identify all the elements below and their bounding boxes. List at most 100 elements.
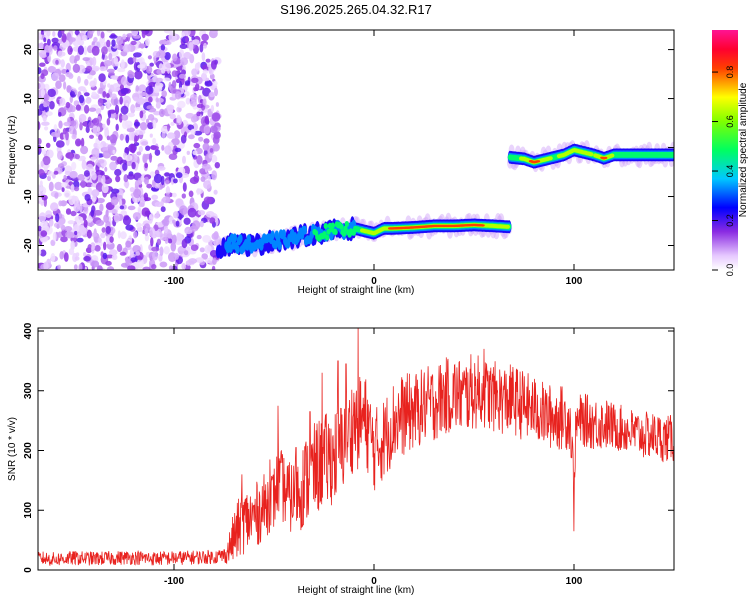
noise-cell (190, 94, 198, 102)
noise-cell (116, 243, 123, 253)
noise-cell (79, 122, 83, 131)
noise-cell (173, 130, 181, 139)
noise-cell (61, 33, 67, 43)
noise-cell (120, 88, 129, 95)
colorbar-tick-label: 0.8 (725, 66, 735, 79)
spectrogram-y-axis-label: Frequency (Hz) (7, 116, 18, 185)
noise-cell (109, 236, 114, 243)
noise-cell (145, 145, 151, 151)
noise-cell (167, 238, 173, 244)
ridge-cell (535, 160, 541, 163)
noise-cell (65, 231, 74, 239)
noise-cell (38, 67, 42, 75)
noise-cell (139, 110, 144, 119)
noise-cell (57, 150, 63, 160)
noise-cell (173, 211, 179, 219)
noise-cell (179, 43, 188, 50)
noise-cell (78, 113, 87, 123)
noise-cell (60, 30, 65, 35)
noise-cell (136, 222, 142, 228)
noise-cell (161, 144, 165, 151)
noise-cell (162, 77, 171, 82)
snr-frame (37, 327, 675, 571)
noise-cell (114, 104, 120, 115)
noise-cell (127, 57, 135, 65)
noise-cell (197, 210, 206, 216)
noise-cell (107, 104, 111, 109)
noise-cell (134, 135, 138, 145)
noise-cell (215, 102, 219, 107)
noise-cell (38, 197, 43, 202)
noise-cell (61, 182, 68, 188)
noise-cell (185, 260, 192, 266)
noise-cell (214, 87, 218, 97)
noise-cell (191, 68, 198, 77)
noise-cell (195, 257, 205, 263)
noise-cell (39, 42, 44, 49)
noise-cell (47, 175, 51, 182)
noise-cell (210, 125, 218, 134)
noise-cell (104, 166, 108, 172)
noise-cell (147, 55, 152, 60)
noise-cell (40, 160, 44, 167)
noise-cell (198, 136, 204, 142)
noise-cell (100, 232, 106, 239)
noise-cell (51, 131, 58, 137)
noise-cell (164, 145, 172, 155)
noise-cell (78, 94, 85, 104)
noise-cell (111, 87, 120, 92)
noise-cell (113, 212, 120, 223)
noise-cell (188, 134, 195, 140)
noise-cell (202, 235, 212, 243)
noise-cell (197, 61, 201, 69)
noise-cell (164, 30, 173, 34)
noise-cell (154, 149, 161, 156)
noise-cell (168, 32, 177, 43)
noise-cell (134, 70, 143, 80)
noise-cell (196, 234, 202, 240)
noise-cell (55, 140, 65, 148)
noise-cell (54, 181, 63, 191)
noise-cell (70, 210, 77, 217)
x-tick-label: 0 (371, 576, 377, 587)
noise-cell (84, 194, 91, 202)
ridge-cell (323, 223, 328, 229)
noise-cell (151, 264, 157, 270)
noise-cell (59, 251, 64, 260)
y-tick-label: 0 (23, 567, 34, 573)
noise-cell (122, 95, 132, 106)
noise-cell (112, 149, 116, 155)
noise-cell (110, 196, 119, 206)
noise-cell (191, 77, 199, 84)
noise-cell (138, 145, 143, 153)
noise-cell (124, 120, 133, 129)
noise-cell (204, 244, 212, 254)
noise-cell (85, 65, 93, 72)
noise-cell (153, 111, 161, 116)
ridge-cell (548, 156, 553, 161)
noise-cell (71, 195, 76, 203)
noise-cell (108, 52, 113, 61)
noise-cell (115, 123, 119, 131)
noise-cell (71, 134, 77, 140)
noise-cell (120, 59, 125, 70)
x-tick-label: -100 (164, 276, 184, 287)
spectrogram-frame (37, 29, 675, 271)
noise-cell (96, 197, 105, 204)
noise-cell (190, 244, 199, 251)
noise-cell (203, 180, 212, 190)
noise-cell (110, 113, 117, 119)
noise-cell (81, 34, 88, 41)
noise-cell (202, 98, 207, 106)
noise-cell (91, 260, 100, 268)
noise-cell (101, 183, 109, 194)
noise-cell (39, 62, 46, 67)
noise-cell (98, 87, 104, 94)
noise-cell (103, 241, 107, 251)
noise-cell (99, 66, 107, 72)
noise-cell (185, 91, 190, 97)
noise-cell (96, 265, 103, 270)
noise-cell (153, 173, 163, 184)
noise-cell (134, 129, 140, 136)
